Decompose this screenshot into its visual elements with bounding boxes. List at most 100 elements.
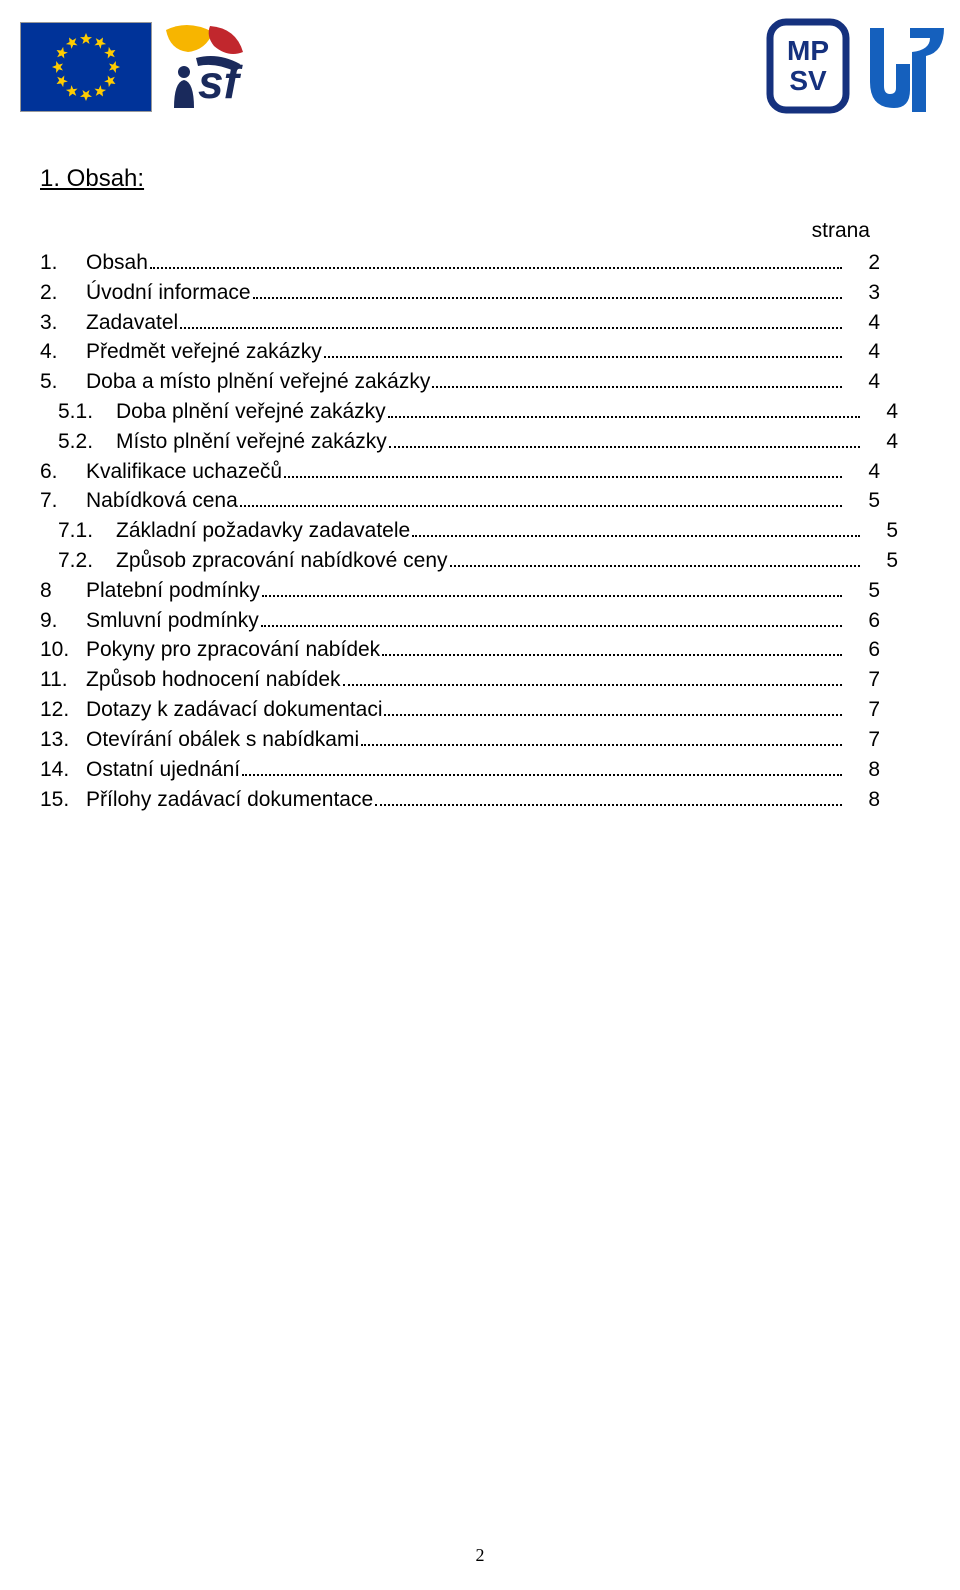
toc-title: Kvalifikace uchazečů — [86, 457, 282, 487]
svg-text:SV: SV — [789, 65, 827, 96]
toc-dot-leader — [412, 518, 860, 537]
toc-title: Doba a místo plnění veřejné zakázky — [86, 367, 430, 397]
toc-row: 7.2.Způsob zpracování nabídkové ceny 5 — [40, 546, 938, 576]
toc-number: 7. — [40, 486, 86, 516]
mpsv-logo: MP SV — [766, 18, 850, 114]
toc-dot-leader — [388, 399, 860, 418]
toc-title: Ostatní ujednání — [86, 755, 240, 785]
toc-dot-leader — [375, 787, 842, 806]
up-icon — [860, 20, 948, 116]
toc-page: 2 — [844, 248, 920, 278]
toc-page: 8 — [844, 785, 920, 815]
header-logos: sf MP SV — [0, 10, 960, 118]
toc-number: 4. — [40, 337, 86, 367]
toc-page: 7 — [844, 665, 920, 695]
toc-title: Přílohy zadávací dokumentace — [86, 785, 373, 815]
toc-title: Místo plnění veřejné zakázky — [116, 427, 387, 457]
strana-label: strana — [40, 216, 920, 246]
toc-page: 4 — [862, 427, 938, 457]
toc-row: 5.Doba a místo plnění veřejné zakázky 4 — [40, 367, 920, 397]
esf-icon: sf — [158, 22, 263, 114]
esf-logo: sf — [158, 22, 263, 114]
toc-row: 7.Nabídková cena 5 — [40, 486, 920, 516]
toc-number: 3. — [40, 308, 86, 338]
toc-page: 4 — [844, 337, 920, 367]
toc-number: 12. — [40, 695, 86, 725]
toc-number: 5.2. — [58, 427, 116, 457]
toc-page: 4 — [844, 457, 920, 487]
toc-dot-leader — [242, 757, 842, 776]
toc-number: 7.2. — [58, 546, 116, 576]
toc-number: 14. — [40, 755, 86, 785]
toc-number: 10. — [40, 635, 86, 665]
toc-dot-leader — [284, 459, 842, 478]
page: sf MP SV 1. Obsah: strana 1.Obsah22.Úvod… — [0, 0, 960, 1590]
toc-page: 5 — [844, 576, 920, 606]
toc-dot-leader — [180, 310, 842, 329]
toc-list: 1.Obsah22.Úvodní informace33.Zadavatel44… — [40, 248, 920, 814]
toc-page: 5 — [862, 516, 938, 546]
toc-dot-leader — [150, 250, 842, 269]
toc-row: 13.Otevírání obálek s nabídkami7 — [40, 725, 920, 755]
toc-page: 4 — [844, 367, 920, 397]
toc-row: 9.Smluvní podmínky 6 — [40, 606, 920, 636]
toc-row: 11.Způsob hodnocení nabídek 7 — [40, 665, 920, 695]
toc-page: 6 — [844, 635, 920, 665]
toc-title: Způsob zpracování nabídkové ceny — [116, 546, 448, 576]
page-number: 2 — [0, 1545, 960, 1566]
toc-number: 1. — [40, 248, 86, 278]
toc-number: 6. — [40, 457, 86, 487]
mpsv-icon: MP SV — [766, 18, 850, 114]
toc-page: 4 — [844, 308, 920, 338]
toc-title: Obsah — [86, 248, 148, 278]
toc-row: 5.1.Doba plnění veřejné zakázky4 — [40, 397, 938, 427]
toc-number: 8 — [40, 576, 86, 606]
toc-page: 5 — [844, 486, 920, 516]
toc-dot-leader — [261, 608, 842, 627]
toc-number: 15. — [40, 785, 86, 815]
toc-dot-leader — [324, 340, 842, 359]
toc-page: 8 — [844, 755, 920, 785]
toc-dot-leader — [262, 578, 842, 597]
eu-stars-icon — [21, 23, 151, 111]
toc-row: 10.Pokyny pro zpracování nabídek 6 — [40, 635, 920, 665]
toc-row: 1.Obsah 2 — [40, 248, 920, 278]
toc-number: 7.1. — [58, 516, 116, 546]
toc-row: 7.1.Základní požadavky zadavatele5 — [40, 516, 938, 546]
content-area: 1. Obsah: strana 1.Obsah22.Úvodní inform… — [40, 162, 920, 814]
toc-title: Pokyny pro zpracování nabídek — [86, 635, 380, 665]
toc-row: 8Platební podmínky 5 — [40, 576, 920, 606]
toc-row: 15.Přílohy zadávací dokumentace 8 — [40, 785, 920, 815]
toc-number: 5.1. — [58, 397, 116, 427]
toc-number: 11. — [40, 665, 86, 695]
toc-number: 9. — [40, 606, 86, 636]
toc-title: Úvodní informace — [86, 278, 251, 308]
toc-title: Doba plnění veřejné zakázky — [116, 397, 386, 427]
up-logo — [860, 20, 948, 116]
toc-row: 12.Dotazy k zadávací dokumentaci 7 — [40, 695, 920, 725]
toc-title: Způsob hodnocení nabídek — [86, 665, 341, 695]
toc-title: Dotazy k zadávací dokumentaci — [86, 695, 382, 725]
toc-dot-leader — [382, 638, 842, 657]
toc-number: 2. — [40, 278, 86, 308]
toc-page: 7 — [844, 725, 920, 755]
toc-row: 5.2.Místo plnění veřejné zakázky 4 — [40, 427, 938, 457]
eu-flag-logo — [20, 22, 152, 112]
toc-row: 6.Kvalifikace uchazečů 4 — [40, 457, 920, 487]
toc-dot-leader — [389, 429, 860, 448]
toc-dot-leader — [253, 280, 842, 299]
toc-page: 5 — [862, 546, 938, 576]
toc-dot-leader — [343, 667, 842, 686]
toc-title: Nabídková cena — [86, 486, 238, 516]
toc-row: 2.Úvodní informace3 — [40, 278, 920, 308]
toc-dot-leader — [384, 697, 842, 716]
toc-dot-leader — [450, 548, 860, 567]
toc-title: Smluvní podmínky — [86, 606, 259, 636]
svg-text:MP: MP — [787, 35, 829, 66]
toc-dot-leader — [240, 489, 842, 508]
toc-row: 14.Ostatní ujednání 8 — [40, 755, 920, 785]
toc-page: 6 — [844, 606, 920, 636]
toc-number: 5. — [40, 367, 86, 397]
toc-title: Platební podmínky — [86, 576, 260, 606]
toc-page: 7 — [844, 695, 920, 725]
